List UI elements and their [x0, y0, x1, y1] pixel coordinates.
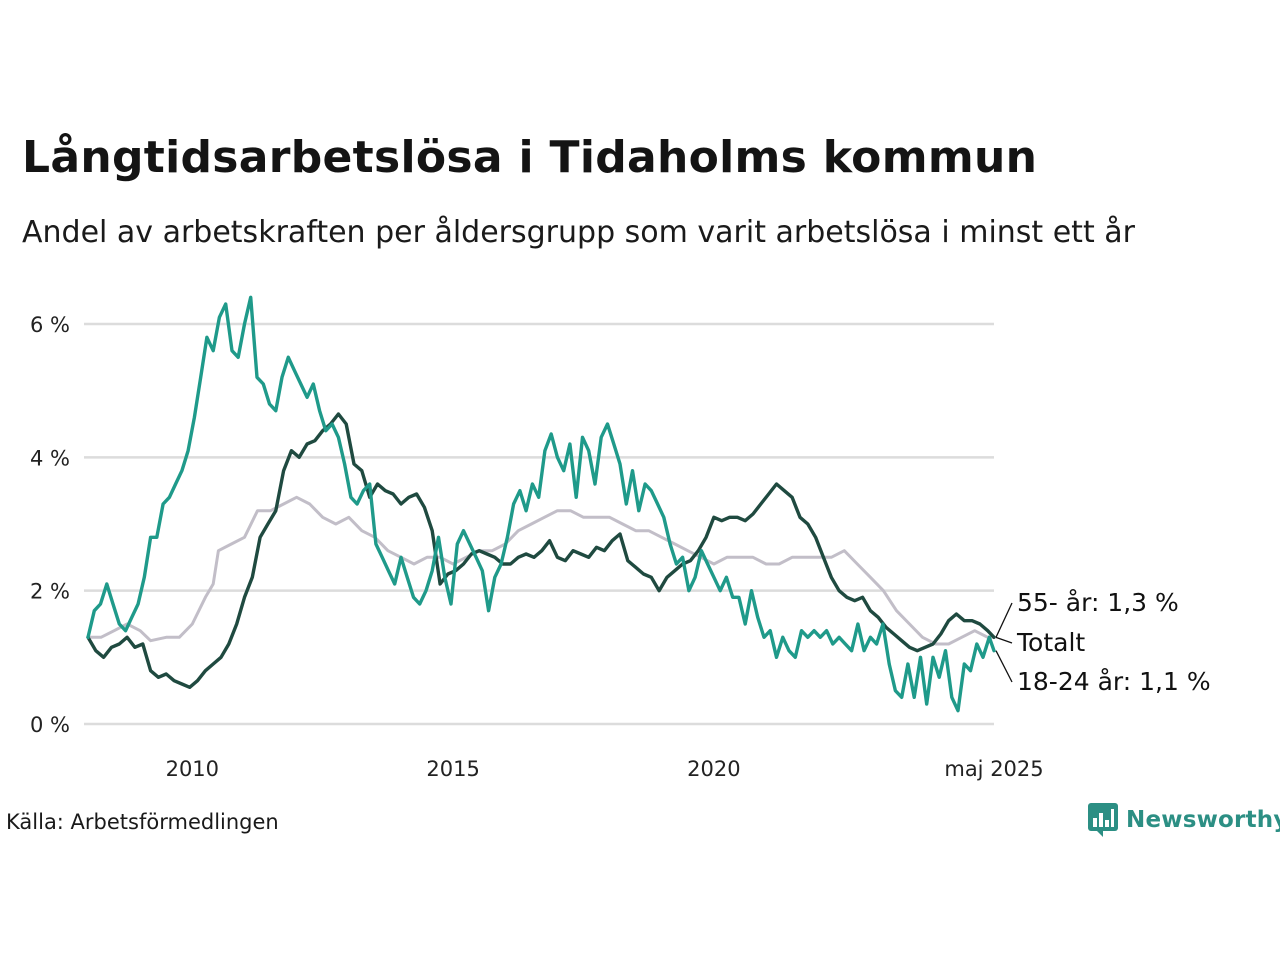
series-line-0	[86, 495, 996, 646]
x-tick-label: 2020	[687, 757, 740, 781]
y-tick-label: 4 %	[30, 446, 70, 470]
leader-line	[995, 602, 1013, 638]
chart-title: Långtidsarbetslösa i Tidaholms kommun	[22, 132, 1038, 183]
x-axis-ticks: 2010 2015 2020 maj 2025	[166, 757, 1044, 781]
source-note: Källa: Arbetsförmedlingen	[6, 810, 279, 834]
x-tick-label: 2010	[166, 757, 219, 781]
brand-name: Newsworthy	[1126, 807, 1280, 833]
y-axis-ticks: 0 % 2 % 4 % 6 %	[30, 313, 70, 737]
leader-line	[995, 636, 1013, 644]
series-end-label: Totalt	[1016, 628, 1085, 657]
x-tick-label: 2015	[426, 757, 479, 781]
x-tick-label: maj 2025	[944, 757, 1043, 781]
newsworthy-logo-icon	[1088, 803, 1118, 837]
series-line-2	[86, 295, 996, 713]
series-end-label: 55- år: 1,3 %	[1017, 588, 1179, 617]
brand-logo[interactable]: Newsworthy	[1088, 803, 1280, 837]
y-tick-label: 0 %	[30, 713, 70, 737]
series-lines	[86, 295, 996, 713]
series-line-1	[86, 412, 996, 689]
y-tick-label: 2 %	[30, 580, 70, 604]
chart-subtitle: Andel av arbetskraften per åldersgrupp s…	[22, 215, 1135, 250]
y-tick-label: 6 %	[30, 313, 70, 337]
gridlines	[84, 322, 994, 726]
series-end-label: 18-24 år: 1,1 %	[1017, 667, 1211, 696]
end-labels: 55- år: 1,3 % Totalt 18-24 år: 1,1 %	[995, 588, 1211, 696]
leader-line	[995, 650, 1013, 683]
